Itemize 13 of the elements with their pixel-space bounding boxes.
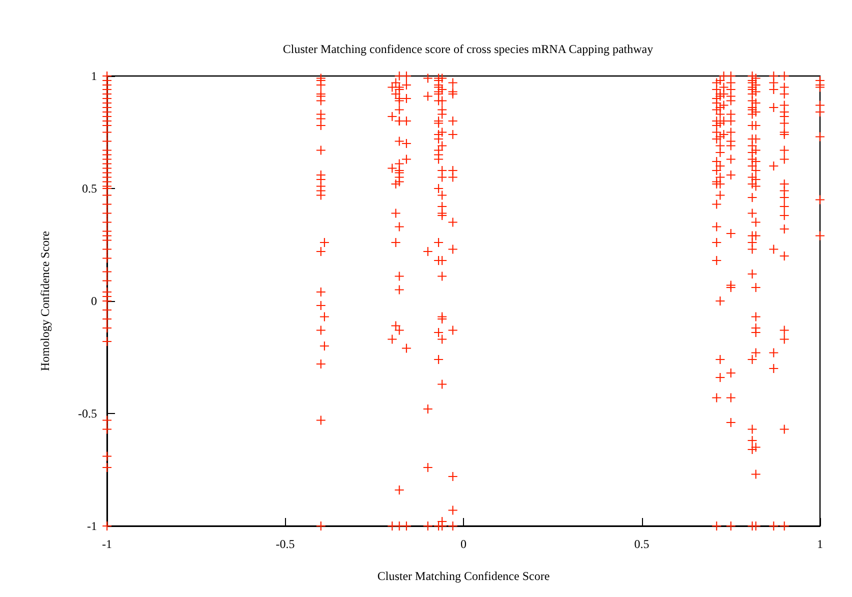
y-axis-title: Homology Confidence Score <box>38 231 52 371</box>
x-tick-label: 1 <box>817 537 823 551</box>
x-axis-title: Cluster Matching Confidence Score <box>377 569 550 583</box>
y-tick-label: 0.5 <box>82 182 97 196</box>
y-tick-label: -1 <box>87 519 97 533</box>
y-tick-label: 1 <box>91 69 97 83</box>
chart-title: Cluster Matching confidence score of cross species mRNA Capping pathway <box>282 42 654 56</box>
y-tick-label: -0.5 <box>78 406 97 420</box>
x-tick-label: 0 <box>460 537 466 551</box>
x-tick-label: 0.5 <box>634 537 650 551</box>
y-tick-label: 0 <box>91 294 97 308</box>
x-tick-label: -1 <box>102 537 112 551</box>
x-tick-label: -0.5 <box>276 537 295 551</box>
